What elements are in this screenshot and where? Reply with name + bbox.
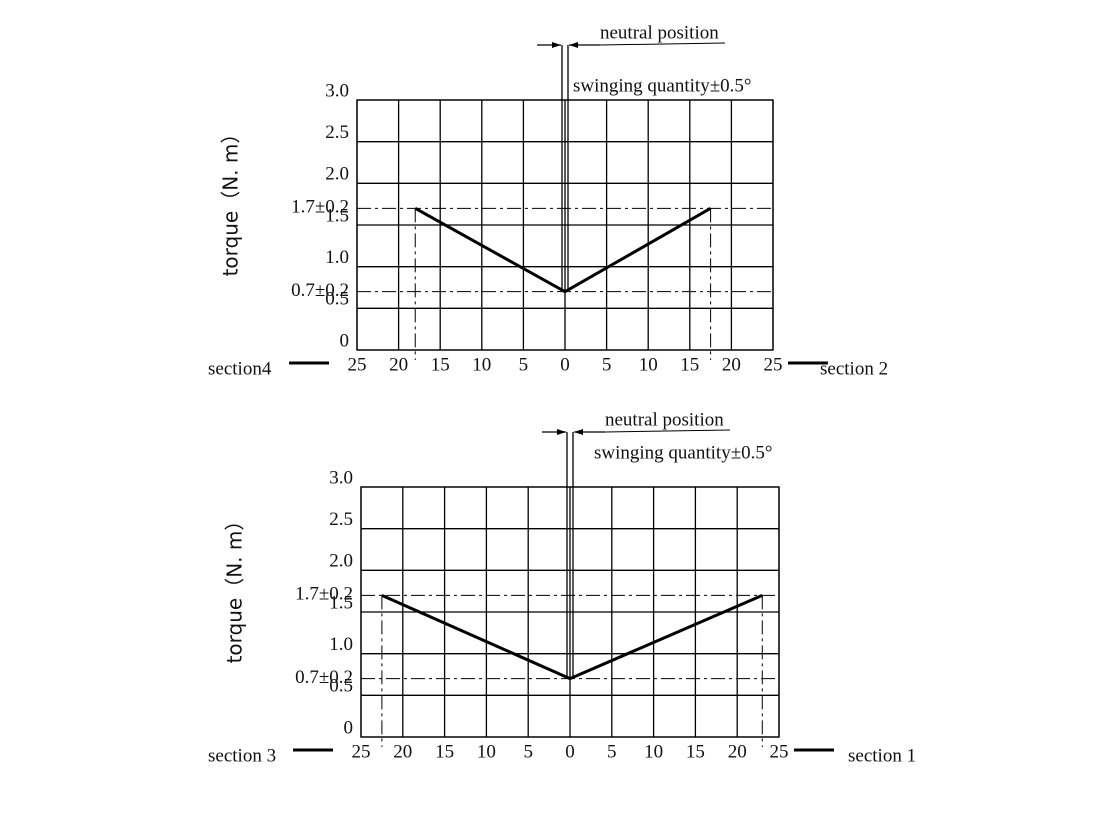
y-tick-label: 0.7±0.2 <box>291 280 349 301</box>
x-tick-label: 15 <box>435 741 454 762</box>
y-tick-label: 2.0 <box>329 551 353 572</box>
y-tick-label: 2.5 <box>325 122 349 143</box>
y-tick-label: 0.5 <box>329 676 353 697</box>
annotation: neutral position <box>600 22 719 43</box>
section-label: section 2 <box>820 358 888 379</box>
arrow-head <box>552 42 561 48</box>
x-tick-label: 5 <box>602 354 612 375</box>
torque-line <box>381 593 763 681</box>
plot-frame <box>360 486 780 738</box>
x-tick-label: 20 <box>389 354 408 375</box>
annotation: swinging quantity±0.5° <box>594 442 772 463</box>
torque-line <box>414 207 712 294</box>
y-tick-label: 2.0 <box>325 164 349 185</box>
y-tick-label: 1.5 <box>325 205 349 226</box>
y-tick-label: 2.5 <box>329 509 353 530</box>
y-tick-label: 1.7±0.2 <box>291 197 349 218</box>
y-tick-label: 0.5 <box>325 289 349 310</box>
y-axis-label: torque（N. m） <box>219 124 243 277</box>
leader <box>604 429 731 433</box>
x-tick-label: 20 <box>722 354 741 375</box>
y-tick-label: 1.7±0.2 <box>295 584 353 605</box>
y-axis-label: torque（N. m） <box>223 511 247 664</box>
x-tick-label: 0 <box>560 354 570 375</box>
x-tick-label: 20 <box>393 741 412 762</box>
x-tick-label: 25 <box>352 741 371 762</box>
section-label: section 1 <box>848 745 916 766</box>
x-tick-label: 15 <box>431 354 450 375</box>
y-tick-label: 1.0 <box>325 247 349 268</box>
x-tick-label: 15 <box>680 354 699 375</box>
x-tick-label: 25 <box>770 741 789 762</box>
y-tick-label: 1.0 <box>329 634 353 655</box>
x-tick-label: 10 <box>639 354 658 375</box>
leader <box>599 42 726 46</box>
y-tick-label: 0.7±0.2 <box>295 667 353 688</box>
x-tick-label: 10 <box>644 741 663 762</box>
x-tick-label: 25 <box>348 354 367 375</box>
x-tick-label: 10 <box>477 741 496 762</box>
arrow-head <box>569 42 578 48</box>
x-tick-label: 0 <box>565 741 575 762</box>
x-tick-label: 5 <box>519 354 529 375</box>
plot-frame <box>356 99 774 351</box>
annotation: swinging quantity±0.5° <box>573 75 751 96</box>
y-tick-label: 3.0 <box>329 467 353 488</box>
x-tick-label: 20 <box>728 741 747 762</box>
x-tick-label: 15 <box>686 741 705 762</box>
x-tick-label: 25 <box>764 354 783 375</box>
x-tick-label: 10 <box>472 354 491 375</box>
y-tick-label: 0 <box>344 717 354 738</box>
x-tick-label: 5 <box>607 741 617 762</box>
section-label: section 3 <box>208 745 276 766</box>
arrow-head <box>574 429 583 435</box>
x-tick-label: 5 <box>523 741 533 762</box>
arrow-head <box>557 429 566 435</box>
section-label: section4 <box>208 358 272 379</box>
y-tick-label: 1.5 <box>329 592 353 613</box>
annotation: neutral position <box>605 409 724 430</box>
y-tick-label: 3.0 <box>325 80 349 101</box>
y-tick-label: 0 <box>340 330 350 351</box>
